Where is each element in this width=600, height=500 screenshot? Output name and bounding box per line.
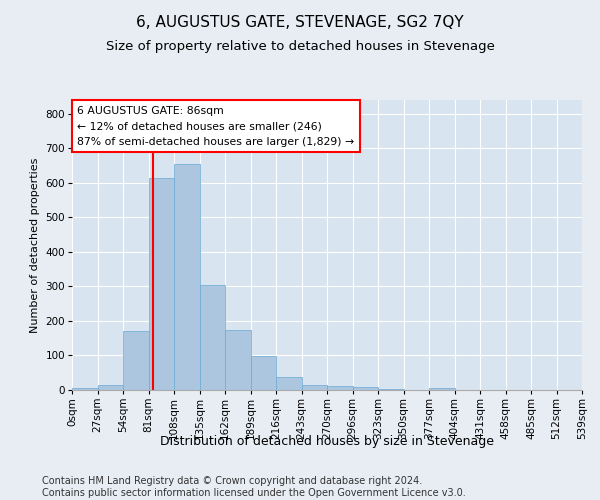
- Bar: [199, 284, 225, 390]
- Y-axis label: Number of detached properties: Number of detached properties: [30, 158, 40, 332]
- Bar: [225, 330, 251, 390]
- Bar: [251, 356, 276, 390]
- Bar: [123, 332, 149, 390]
- Bar: [97, 385, 123, 390]
- Bar: [378, 389, 404, 390]
- Bar: [149, 178, 174, 390]
- Text: Size of property relative to detached houses in Stevenage: Size of property relative to detached ho…: [106, 40, 494, 53]
- Text: Contains HM Land Registry data © Crown copyright and database right 2024.
Contai: Contains HM Land Registry data © Crown c…: [42, 476, 466, 498]
- Bar: [72, 388, 97, 390]
- Text: 6, AUGUSTUS GATE, STEVENAGE, SG2 7QY: 6, AUGUSTUS GATE, STEVENAGE, SG2 7QY: [136, 15, 464, 30]
- Bar: [302, 385, 327, 390]
- Text: 6 AUGUSTUS GATE: 86sqm
← 12% of detached houses are smaller (246)
87% of semi-de: 6 AUGUSTUS GATE: 86sqm ← 12% of detached…: [77, 106, 354, 147]
- Bar: [353, 386, 378, 390]
- Bar: [327, 386, 353, 390]
- Bar: [174, 164, 199, 390]
- Bar: [429, 388, 455, 390]
- Text: Distribution of detached houses by size in Stevenage: Distribution of detached houses by size …: [160, 435, 494, 448]
- Bar: [276, 377, 302, 390]
